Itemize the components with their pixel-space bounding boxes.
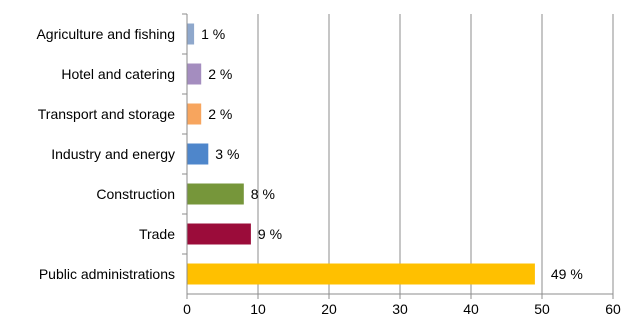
category-label: Agriculture and fishing <box>36 26 175 42</box>
category-label: Hotel and catering <box>61 66 175 82</box>
bar <box>187 23 195 45</box>
x-tick-label: 60 <box>605 301 621 317</box>
value-label: 1 % <box>201 26 225 42</box>
x-tick-label: 50 <box>534 301 550 317</box>
category-label: Construction <box>96 186 175 202</box>
value-label: 2 % <box>208 106 232 122</box>
category-labels: Agriculture and fishing Hotel and caterin… <box>36 26 175 282</box>
category-label: Trade <box>139 226 175 242</box>
bar <box>187 263 535 285</box>
x-tick-label: 30 <box>392 301 408 317</box>
category-label: Public administrations <box>39 266 175 282</box>
x-tick-label: 0 <box>183 301 191 317</box>
x-tick-label: 20 <box>321 301 337 317</box>
value-labels: 1 % 2 % 2 % 3 % 8 % 9 % 49 % <box>201 26 583 282</box>
bar <box>187 63 202 85</box>
x-tick-label: 40 <box>463 301 479 317</box>
bar <box>187 183 244 205</box>
value-label: 3 % <box>215 146 239 162</box>
bar <box>187 223 251 245</box>
value-label: 9 % <box>258 226 282 242</box>
bar <box>187 143 209 165</box>
category-label: Industry and energy <box>51 146 175 162</box>
axes <box>182 13 614 299</box>
value-label: 49 % <box>551 266 583 282</box>
bars <box>187 23 535 285</box>
bar <box>187 103 202 125</box>
category-label: Transport and storage <box>38 106 175 122</box>
tick-labels: 0 10 20 30 40 50 60 <box>183 301 621 317</box>
value-label: 8 % <box>251 186 275 202</box>
gridlines <box>257 14 614 294</box>
value-label: 2 % <box>208 66 232 82</box>
x-tick-label: 10 <box>250 301 266 317</box>
